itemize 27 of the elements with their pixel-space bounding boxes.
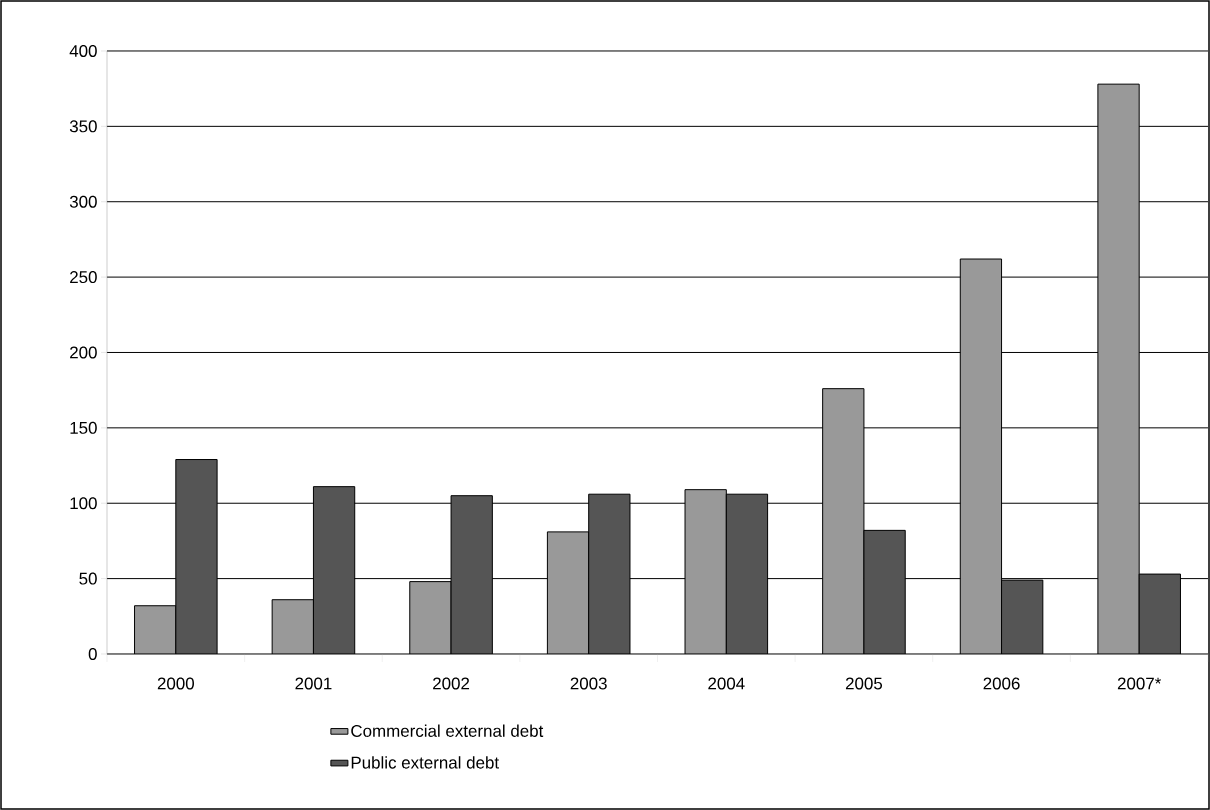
y-tick-label: 150 [70, 421, 97, 434]
y-tick-label: 300 [69, 195, 97, 208]
bar [959, 258, 1003, 654]
bar [1097, 83, 1140, 654]
x-tick-label: 2000 [157, 677, 194, 690]
x-tick-label: 2005 [845, 677, 883, 690]
bar [271, 599, 314, 654]
x-tick-label: 2007* [1117, 677, 1162, 690]
y-tick-label: 400 [69, 44, 97, 57]
bar [684, 489, 727, 654]
legend-label: Public external debt [351, 756, 499, 769]
y-tick-label: 250 [70, 271, 97, 284]
x-tick-label: 2004 [708, 677, 745, 690]
y-tick-label: 50 [79, 572, 97, 585]
legend-label: Commercial external debt [351, 724, 544, 737]
y-tick-label: 350 [69, 120, 97, 133]
bar [134, 605, 177, 654]
y-tick-label: 200 [70, 346, 97, 359]
bar [409, 581, 452, 654]
bar [822, 388, 865, 654]
x-tick-label: 2003 [570, 677, 607, 690]
x-tick-label: 2002 [433, 677, 470, 690]
x-tick-label: 2001 [295, 677, 332, 690]
bar [546, 531, 590, 654]
y-tick-label: 100 [70, 497, 97, 510]
y-tick-label: 0 [88, 647, 97, 660]
x-tick-label: 2006 [983, 677, 1020, 690]
